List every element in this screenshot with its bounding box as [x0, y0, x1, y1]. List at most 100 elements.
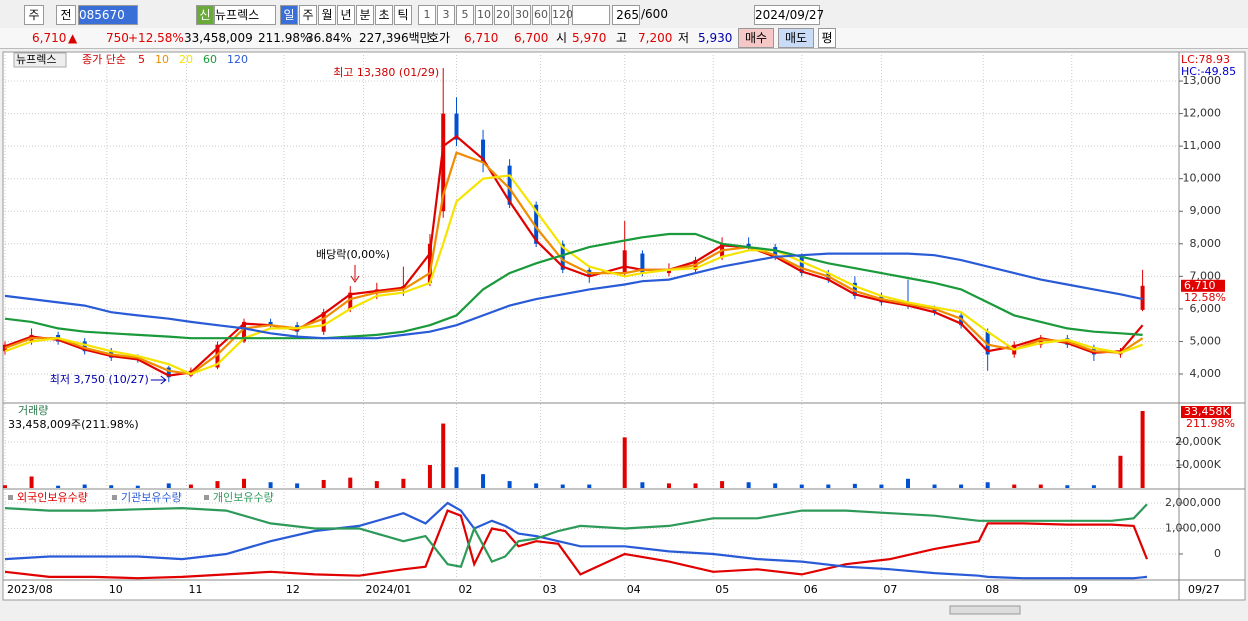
interval-button[interactable]: 20: [494, 5, 512, 25]
legend-entry: 개인보유수량: [213, 491, 274, 504]
volume-bar: [3, 485, 7, 488]
volume-ratio-label: 211.98%: [1186, 417, 1235, 430]
tab[interactable]: [13, 52, 67, 68]
volume-bar: [560, 484, 565, 488]
bid: 6,700: [514, 31, 549, 45]
annotation: 최고 13,380 (01/29): [333, 66, 439, 79]
market[interactable]: 주: [24, 5, 44, 25]
volume-bar: [82, 484, 87, 488]
annotation: 배당락(0,00%): [316, 248, 390, 261]
candle-body: [348, 292, 353, 309]
buy-button[interactable]: 매수: [738, 28, 774, 48]
y-tick-label: 11,000: [1183, 139, 1222, 152]
candle-body: [441, 113, 446, 212]
x-tick-label: 2024/01: [366, 583, 412, 596]
volume-bar: [321, 479, 326, 488]
code-input[interactable]: 085670: [78, 5, 138, 25]
legend-entry: 60: [203, 53, 217, 66]
y-tick-label: 0: [1214, 547, 1221, 560]
annotation: 최저 3,750 (10/27): [50, 373, 149, 386]
period-button[interactable]: 틱: [394, 5, 412, 25]
interval-button[interactable]: 10: [475, 5, 493, 25]
count[interactable]: 265: [612, 5, 640, 25]
info-bar: 6,710 ▲ 750 +12.58% 33,458,009 211.98% 3…: [0, 28, 1248, 49]
y-tick-label: 7,000: [1190, 269, 1222, 282]
volume-bar: [348, 477, 353, 488]
open-label: 시: [556, 31, 568, 45]
volume-bar: [905, 478, 910, 488]
type[interactable]: 전: [56, 5, 76, 25]
period-button[interactable]: 일: [280, 5, 298, 25]
volume-bar: [622, 437, 627, 488]
period-button[interactable]: 주: [299, 5, 317, 25]
interval-button[interactable]: 120: [551, 5, 573, 25]
x-tick-label: 03: [543, 583, 557, 596]
period-button[interactable]: 월: [318, 5, 336, 25]
change: 750: [106, 31, 129, 45]
y-tick-label: 12,000: [1183, 107, 1222, 120]
dropdown[interactable]: [572, 5, 610, 25]
volume-bar: [666, 483, 671, 488]
candle-body: [1038, 338, 1043, 345]
legend-entry: 20: [179, 53, 193, 66]
candle-body: [622, 250, 627, 274]
x-tick-label: 02: [458, 583, 472, 596]
low-label: 저: [678, 31, 690, 45]
hc: HC:-49.85: [1181, 65, 1236, 78]
volume-bar: [454, 467, 459, 488]
volume-bar: [401, 478, 406, 488]
line-series: [4, 503, 1148, 568]
candle-body: [959, 315, 964, 326]
interval-button[interactable]: 60: [532, 5, 550, 25]
price-tag: [1181, 279, 1225, 292]
interval-button[interactable]: 5: [456, 5, 474, 25]
y-tick-label: 10,000: [1183, 172, 1222, 185]
volume-tag: [1181, 406, 1231, 418]
candle-body: [560, 243, 565, 270]
volume-bar: [29, 476, 34, 488]
volume-bar: [188, 484, 193, 488]
period-button[interactable]: 년: [337, 5, 355, 25]
x-tick-label: 10: [109, 583, 123, 596]
candle-body: [534, 204, 539, 244]
stock-name[interactable]: 뉴프렉스: [214, 5, 276, 25]
candle-body: [666, 269, 671, 274]
volume-bar: [693, 483, 698, 488]
date[interactable]: 2024/09/27: [754, 5, 824, 25]
price-tag-label: 6,710: [1184, 279, 1216, 292]
x-tick-label: 11: [188, 583, 202, 596]
volume-bar: [109, 485, 114, 488]
y-tick-label: 4,000: [1190, 367, 1222, 380]
interval-button[interactable]: 3: [437, 5, 455, 25]
volume-bar: [640, 482, 645, 488]
interval-button[interactable]: 30: [513, 5, 531, 25]
volume-ratio: 211.98%: [258, 31, 312, 45]
low: 5,930: [698, 31, 733, 45]
volume-bar: [534, 483, 539, 488]
chart: 뉴프렉스 종가 단순 LC:78.93 HC:-49.85 거래량 33,458…: [2, 51, 1246, 620]
sell-button[interactable]: 매도: [778, 28, 814, 48]
period-button[interactable]: 분: [356, 5, 374, 25]
scroll-thumb[interactable]: [949, 605, 1021, 615]
scrollbar[interactable]: [3, 601, 1245, 620]
interval-button[interactable]: 1: [418, 5, 436, 25]
y-tick-label: 6,000: [1190, 302, 1222, 315]
legend-marker: [112, 495, 117, 500]
candle-body: [82, 341, 87, 352]
lc: LC:78.93: [1181, 53, 1230, 66]
high-label: 고: [616, 31, 628, 45]
period-button[interactable]: 초: [375, 5, 393, 25]
avg-button[interactable]: 평: [818, 28, 836, 48]
volume-bar: [587, 484, 592, 488]
volume-bar: [932, 484, 937, 488]
legend-entry: 5: [138, 53, 145, 66]
end-label: 09/27: [1188, 583, 1220, 596]
candle-body: [215, 344, 220, 368]
volume-bar: [507, 481, 512, 488]
candle-body: [454, 113, 459, 140]
stock-tab: 뉴프렉스: [16, 53, 56, 66]
candle-body: [773, 247, 778, 257]
candle-body: [268, 321, 273, 326]
